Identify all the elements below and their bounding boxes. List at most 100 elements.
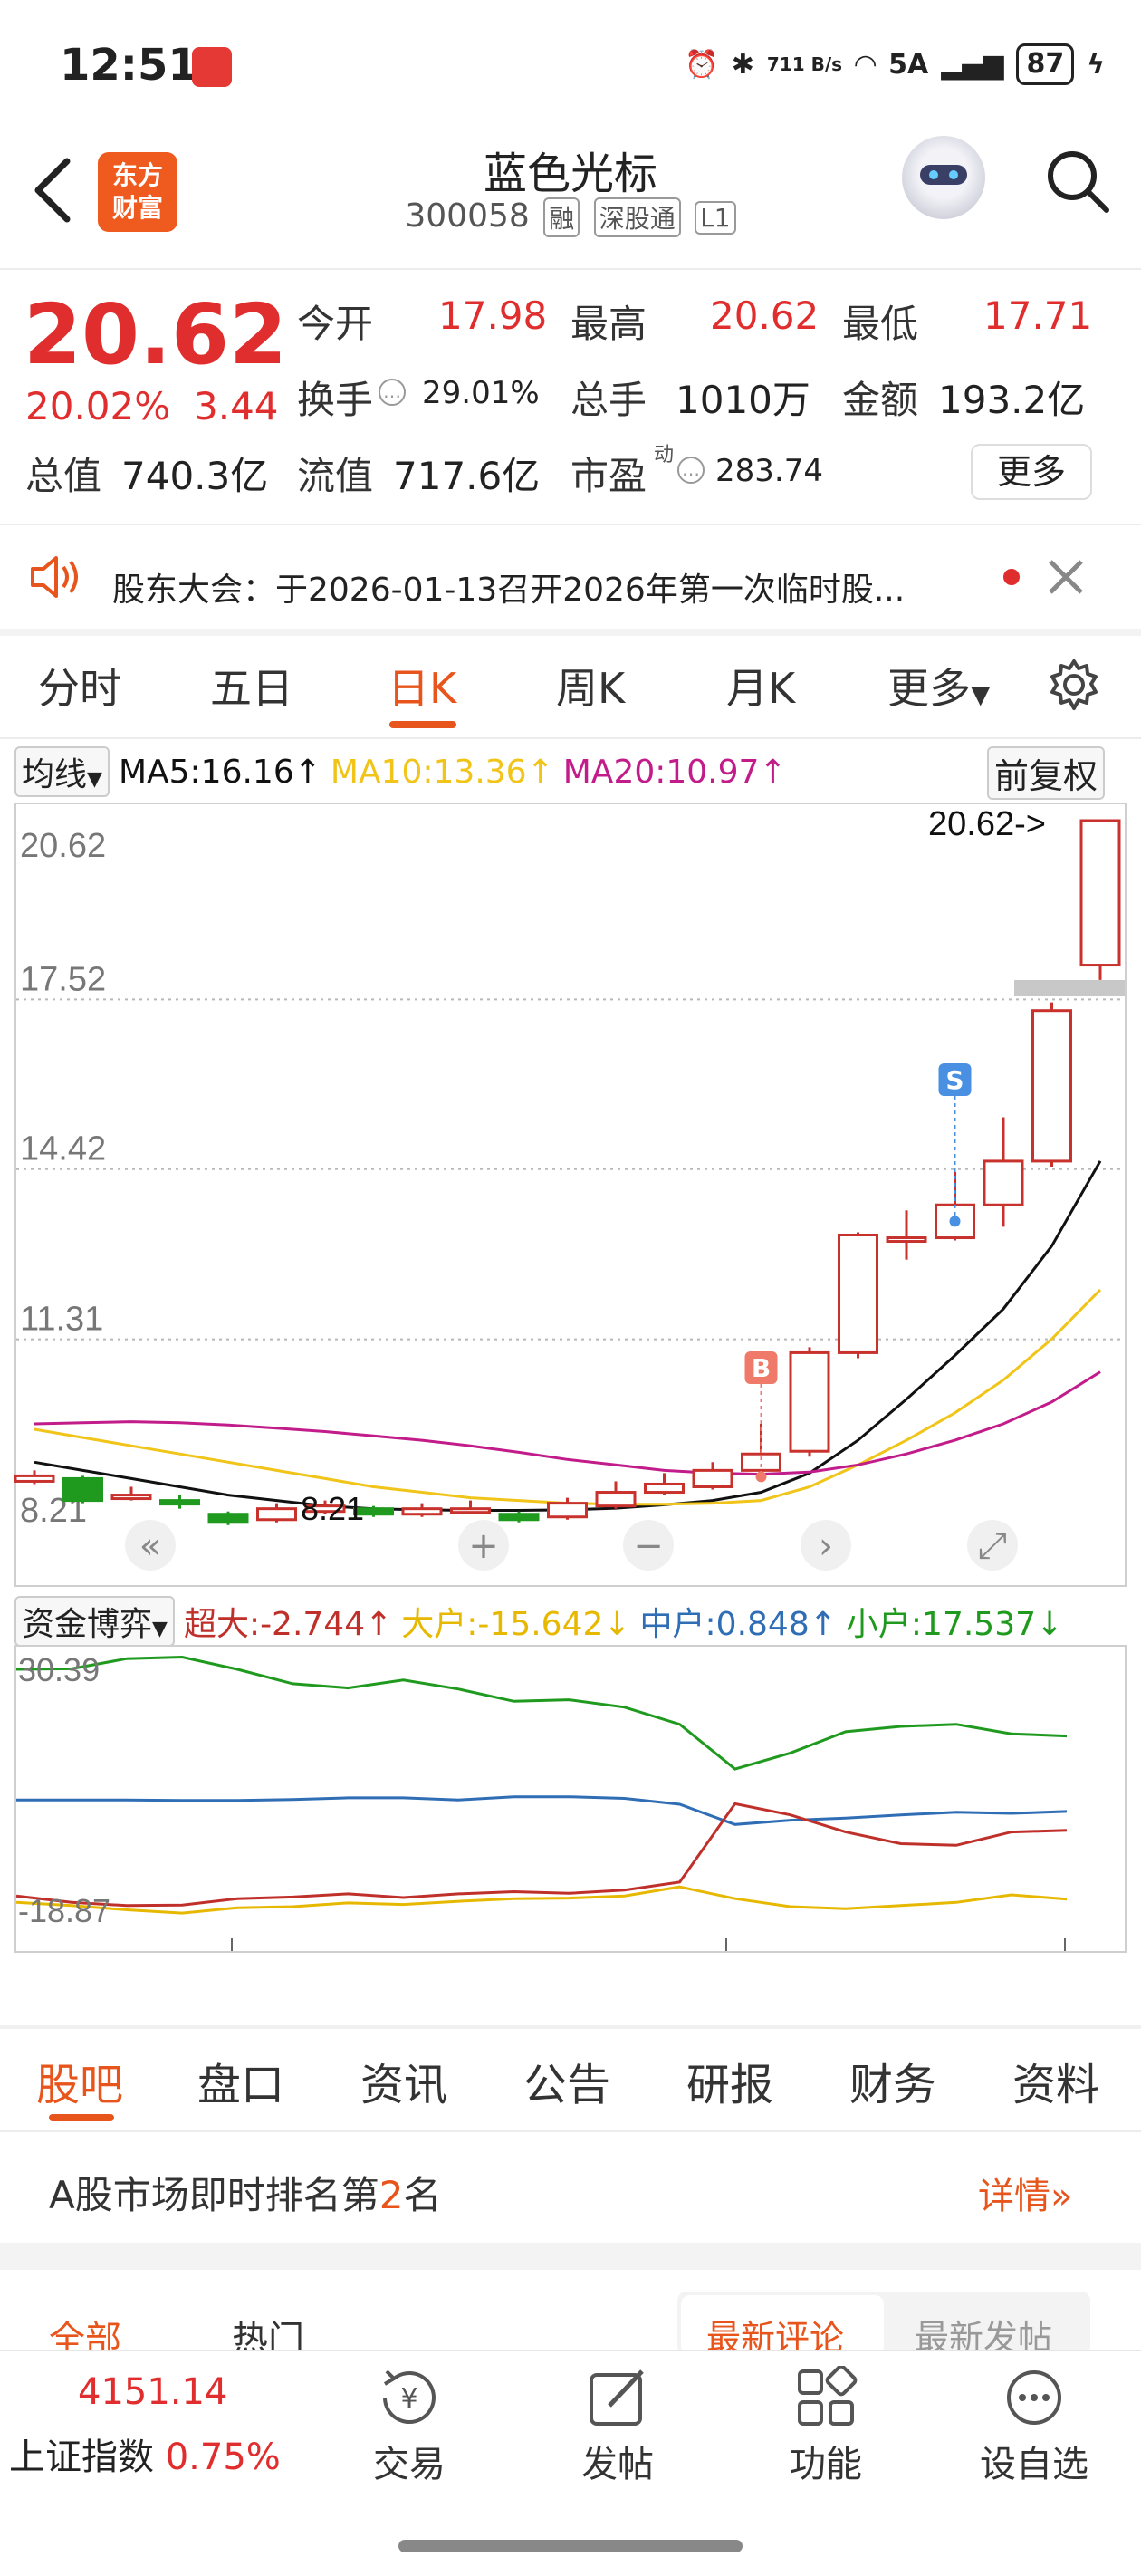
zoom-in-icon[interactable]: +	[458, 1520, 509, 1571]
tab-more[interactable]: 更多▼	[887, 656, 991, 716]
forward-icon-glyph: ›	[819, 1525, 833, 1567]
close-notice-button[interactable]	[1045, 556, 1087, 601]
nav-post-label: 发帖	[581, 2444, 654, 2485]
nav-watchlist[interactable]: 设自选	[971, 2366, 1098, 2487]
fund-line-中户	[16, 1795, 1068, 1826]
more-button[interactable]: 更多	[971, 444, 1092, 500]
candle	[595, 1481, 637, 1509]
index-value[interactable]: 4151.14	[78, 2371, 228, 2413]
forward-icon[interactable]: ›	[801, 1520, 851, 1571]
candle	[14, 1470, 55, 1485]
candle	[498, 1511, 540, 1523]
assistant-avatar-icon[interactable]	[902, 136, 985, 219]
high-value: 20.62	[710, 293, 820, 338]
zoom-out-icon-bg	[623, 1520, 674, 1571]
chart-settings-button[interactable]	[1047, 658, 1101, 716]
rewind-icon[interactable]: «	[125, 1520, 176, 1571]
index-name-row[interactable]: 上证指数 0.75%	[9, 2427, 281, 2480]
back-button[interactable]	[27, 154, 82, 226]
candle	[789, 1347, 830, 1457]
candle-body	[692, 1468, 734, 1488]
bottom-bar	[0, 2350, 1141, 2576]
low-label: 最低	[842, 302, 919, 346]
nav-trade[interactable]: ¥ 交易	[346, 2366, 473, 2487]
ma20-label: MA20:10.97↑	[562, 753, 787, 791]
search-button[interactable]	[1041, 145, 1114, 217]
signal-label: 5A	[888, 48, 929, 81]
pe-value: 283.74	[715, 453, 823, 489]
rank-prefix: A股市场即时排名第	[49, 2173, 379, 2217]
fullscreen-icon[interactable]: ⤢	[967, 1520, 1018, 1571]
pe-label: 市盈	[570, 454, 647, 498]
candle	[1031, 1002, 1072, 1167]
back-arrow-icon	[34, 158, 71, 223]
info-icon[interactable]: …	[379, 379, 406, 406]
index-pct: 0.75%	[165, 2437, 281, 2478]
candle-body	[256, 1507, 297, 1522]
ma-bar: 均线▼ MA5:16.16↑ MA10:13.36↑ MA20:10.97↑	[14, 746, 787, 797]
candle-body	[1031, 1009, 1072, 1163]
high-label: 最高	[570, 302, 647, 346]
tab-weekly-k[interactable]: 周K	[556, 664, 626, 713]
pe-info-icon[interactable]: …	[677, 457, 705, 484]
tab-intraday[interactable]: 分时	[38, 664, 121, 713]
tab-guba[interactable]: 股吧	[36, 2060, 124, 2110]
candle	[110, 1486, 152, 1501]
tab-finance[interactable]: 财务	[849, 2060, 937, 2110]
tab-pankou[interactable]: 盘口	[197, 2060, 285, 2110]
status-icons: ⏰ ✱ 711 B/s ◠ 5A ▂▄▆ 87 ϟ	[685, 43, 1105, 85]
brand-logo[interactable]: 东方 财富	[98, 152, 177, 232]
rank-detail-link[interactable]: 详情»	[978, 2167, 1072, 2219]
wifi-icon: ◠	[855, 48, 877, 81]
zoom-out-icon-glyph: −	[633, 1525, 664, 1567]
candle	[547, 1497, 588, 1520]
adjust-price-button[interactable]: 前复权	[987, 746, 1106, 800]
candle	[983, 1117, 1024, 1227]
tab-five-day[interactable]: 五日	[210, 664, 293, 713]
status-time: 12:51	[60, 40, 198, 91]
tab-monthly-k[interactable]: 月K	[726, 664, 796, 713]
double-chevron-right-icon: »	[1050, 2176, 1073, 2217]
tab-announcement[interactable]: 公告	[523, 2060, 611, 2110]
turnover-label: 换手	[297, 378, 374, 422]
fund-axis-min: -18.87	[18, 1892, 110, 1929]
notice-text[interactable]: 股东大会：于2026-01-13召开2026年第一次临时股...	[112, 572, 906, 609]
fund-line-大户	[15, 1885, 1068, 1915]
fund-super-label: 超大:-2.744↑	[183, 1606, 393, 1643]
date-axis-label: 20260112	[893, 1946, 1036, 1953]
candle	[450, 1500, 491, 1514]
low-price-label: 8.21	[301, 1490, 364, 1527]
nav-post[interactable]: 发帖	[554, 2366, 681, 2487]
rank-text: A股市场即时排名第2名	[49, 2165, 441, 2220]
ma-selector[interactable]: 均线▼	[14, 746, 110, 797]
candle	[62, 1475, 103, 1504]
tab-news[interactable]: 资讯	[360, 2060, 448, 2110]
fund-selector[interactable]: 资金博弈▼	[14, 1596, 175, 1647]
tab-research[interactable]: 研报	[686, 2060, 774, 2110]
candle	[304, 1500, 346, 1514]
stock-code-row: 300058 融 深股通 L1	[0, 197, 1141, 237]
signal-icon: ▂▄▆	[941, 48, 1004, 81]
fund-small-label: 小户:17.537↓	[845, 1606, 1064, 1643]
tab-profile[interactable]: 资料	[1012, 2060, 1100, 2110]
rank-detail-label: 详情	[978, 2176, 1050, 2217]
date-axis-label: 20251210	[18, 1946, 163, 1953]
candle-body	[983, 1159, 1024, 1206]
stock-name: 蓝色光标	[483, 149, 657, 199]
change-amount: 3.44	[194, 384, 279, 428]
fund-flow-chart[interactable]: 30.39 -18.87 20251210 20251217 20251229 20260…	[14, 1645, 1127, 1953]
candle-body	[838, 1233, 878, 1354]
candle-body	[14, 1474, 55, 1483]
nav-function[interactable]: 功能	[762, 2366, 889, 2487]
unread-dot	[1003, 569, 1020, 585]
tab-daily-k[interactable]: 日K	[388, 664, 457, 713]
candle-body	[207, 1513, 249, 1524]
candle	[159, 1495, 200, 1509]
more-dots-icon	[1007, 2370, 1061, 2425]
mktcap-value: 740.3亿	[121, 454, 269, 498]
zoom-out-icon[interactable]: −	[623, 1520, 674, 1571]
speaker-icon	[29, 553, 83, 605]
ma-line-ma20	[34, 1370, 1101, 1476]
price-axis-label: 17.52	[20, 960, 106, 998]
